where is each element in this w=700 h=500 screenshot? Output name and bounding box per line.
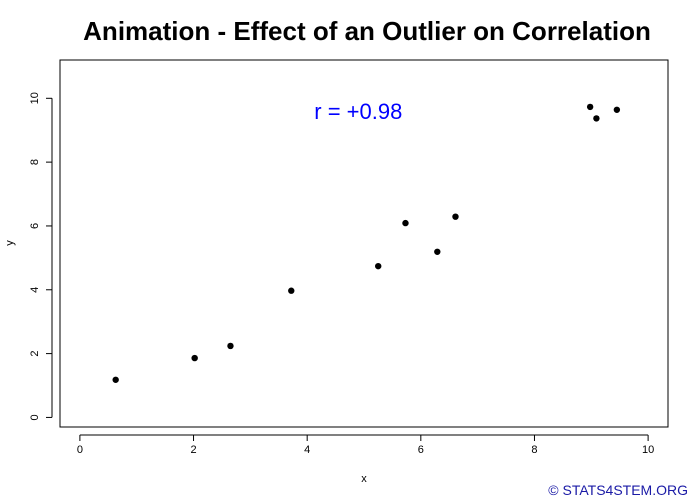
correlation-annotation: r = +0.98 [314,99,402,124]
credit-watermark: © STATS4STEM.ORG [548,482,688,498]
data-point-1 [112,376,119,383]
data-point-3 [227,342,234,350]
x-axis: 0 2 4 6 8 10 [77,434,654,456]
x-axis-label: x [361,473,367,485]
y-axis: 0 2 4 6 8 10 [29,92,53,420]
data-point-6 [402,219,409,227]
x-tick-label: 0 [77,444,83,456]
data-point-7 [434,248,441,255]
chart-title: Animation - Effect of an Outlier on Corr… [83,16,651,46]
y-axis-label: y [4,240,16,246]
data-point-5 [375,262,382,270]
data-point-11 [613,106,621,113]
data-point-2 [191,354,198,362]
data-point-10 [593,115,600,122]
data-point-4 [288,287,295,294]
y-tick-label: 2 [29,351,41,357]
plot-frame [59,59,669,428]
data-point-8 [452,213,459,220]
x-tick-label: 2 [190,444,196,456]
data-points [112,103,621,383]
x-tick-label: 6 [418,444,424,456]
x-tick-label: 4 [304,444,310,456]
y-tick-label: 4 [29,287,41,293]
data-point-9 [586,103,594,111]
y-tick-label: 0 [29,414,41,420]
y-tick-label: 10 [29,92,41,104]
x-tick-label: 8 [531,444,537,456]
x-tick-label: 10 [642,444,654,456]
y-tick-label: 8 [29,159,41,165]
y-tick-label: 6 [29,223,41,229]
